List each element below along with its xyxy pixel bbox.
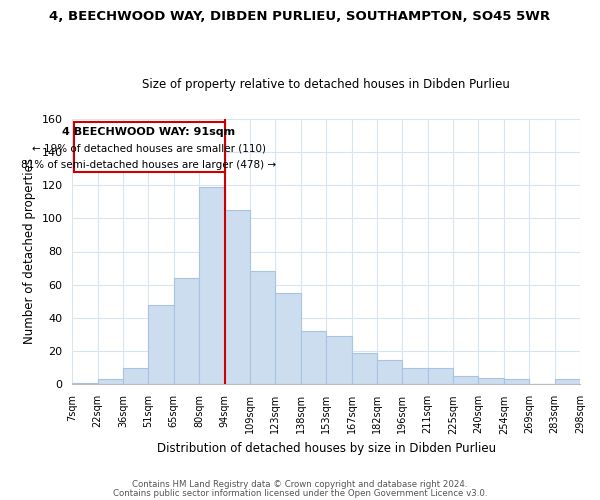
Bar — [123, 368, 148, 384]
Bar — [250, 272, 275, 384]
Bar — [453, 376, 478, 384]
Bar — [377, 360, 402, 384]
Bar — [402, 368, 428, 384]
Bar — [554, 380, 580, 384]
Text: 4, BEECHWOOD WAY, DIBDEN PURLIEU, SOUTHAMPTON, SO45 5WR: 4, BEECHWOOD WAY, DIBDEN PURLIEU, SOUTHA… — [49, 10, 551, 23]
Bar — [275, 293, 301, 384]
X-axis label: Distribution of detached houses by size in Dibden Purlieu: Distribution of detached houses by size … — [157, 442, 496, 455]
Text: ← 19% of detached houses are smaller (110): ← 19% of detached houses are smaller (11… — [32, 144, 266, 154]
Bar — [478, 378, 504, 384]
Bar — [326, 336, 352, 384]
Bar — [301, 332, 326, 384]
Bar — [98, 380, 123, 384]
Bar — [174, 278, 199, 384]
Bar — [428, 368, 453, 384]
Text: 4 BEECHWOOD WAY: 91sqm: 4 BEECHWOOD WAY: 91sqm — [62, 127, 236, 137]
Bar — [199, 186, 224, 384]
Bar — [504, 380, 529, 384]
Title: Size of property relative to detached houses in Dibden Purlieu: Size of property relative to detached ho… — [142, 78, 510, 91]
Bar — [352, 353, 377, 384]
FancyBboxPatch shape — [74, 122, 224, 172]
Text: 81% of semi-detached houses are larger (478) →: 81% of semi-detached houses are larger (… — [22, 160, 277, 170]
Bar — [224, 210, 250, 384]
Bar — [148, 304, 174, 384]
Text: Contains HM Land Registry data © Crown copyright and database right 2024.: Contains HM Land Registry data © Crown c… — [132, 480, 468, 489]
Y-axis label: Number of detached properties: Number of detached properties — [23, 158, 36, 344]
Bar — [72, 383, 98, 384]
Text: Contains public sector information licensed under the Open Government Licence v3: Contains public sector information licen… — [113, 490, 487, 498]
